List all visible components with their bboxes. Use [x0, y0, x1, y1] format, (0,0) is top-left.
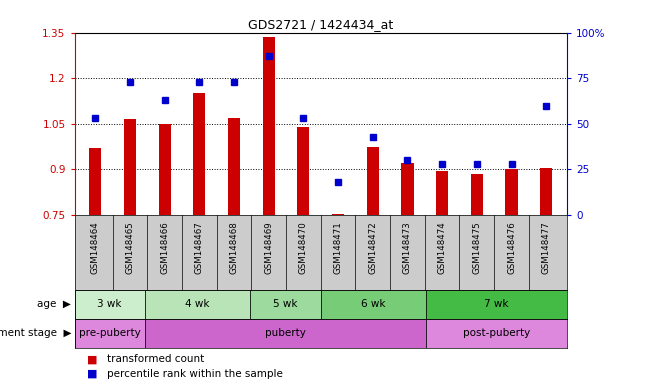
Bar [540, 168, 552, 215]
Text: development stage  ▶: development stage ▶ [0, 328, 71, 338]
Bar [426, 290, 567, 319]
Text: GSM148464: GSM148464 [91, 221, 100, 274]
Text: pre-puberty: pre-puberty [79, 328, 141, 338]
Text: GSM148470: GSM148470 [299, 221, 308, 274]
Bar [250, 290, 321, 319]
Bar [262, 37, 275, 215]
Text: puberty: puberty [265, 328, 306, 338]
Text: age  ▶: age ▶ [38, 299, 71, 310]
Bar [297, 127, 310, 215]
Bar [228, 118, 240, 215]
Text: 7 wk: 7 wk [485, 299, 509, 310]
Text: GSM148467: GSM148467 [195, 221, 204, 274]
Bar [75, 290, 145, 319]
Text: GSM148476: GSM148476 [507, 221, 516, 274]
Text: GSM148473: GSM148473 [403, 221, 412, 274]
Text: ■: ■ [87, 369, 98, 379]
Bar [436, 171, 448, 215]
Text: GSM148471: GSM148471 [334, 221, 343, 274]
Bar [75, 319, 145, 348]
Bar [159, 124, 171, 215]
Text: GSM148469: GSM148469 [264, 221, 273, 274]
Text: 4 wk: 4 wk [185, 299, 210, 310]
Bar [505, 169, 518, 215]
Text: percentile rank within the sample: percentile rank within the sample [107, 369, 283, 379]
Text: 3 wk: 3 wk [97, 299, 122, 310]
Text: GSM148468: GSM148468 [229, 221, 238, 274]
Bar [124, 119, 136, 215]
Text: post-puberty: post-puberty [463, 328, 530, 338]
Bar [332, 214, 344, 215]
Title: GDS2721 / 1424434_at: GDS2721 / 1424434_at [248, 18, 393, 31]
Text: transformed count: transformed count [107, 354, 204, 364]
Bar [401, 163, 413, 215]
Text: ■: ■ [87, 354, 98, 364]
Text: GSM148477: GSM148477 [542, 221, 551, 274]
Bar [470, 174, 483, 215]
Bar [367, 147, 379, 215]
Text: GSM148474: GSM148474 [437, 221, 446, 274]
Bar [321, 290, 426, 319]
Text: 6 wk: 6 wk [362, 299, 386, 310]
Text: GSM148466: GSM148466 [160, 221, 169, 274]
Bar [426, 319, 567, 348]
Text: GSM148472: GSM148472 [368, 221, 377, 274]
Bar [89, 148, 101, 215]
Bar [193, 93, 205, 215]
Text: 5 wk: 5 wk [273, 299, 298, 310]
Text: GSM148475: GSM148475 [472, 221, 481, 274]
Text: GSM148465: GSM148465 [126, 221, 135, 274]
Bar [145, 290, 250, 319]
Bar [145, 319, 426, 348]
